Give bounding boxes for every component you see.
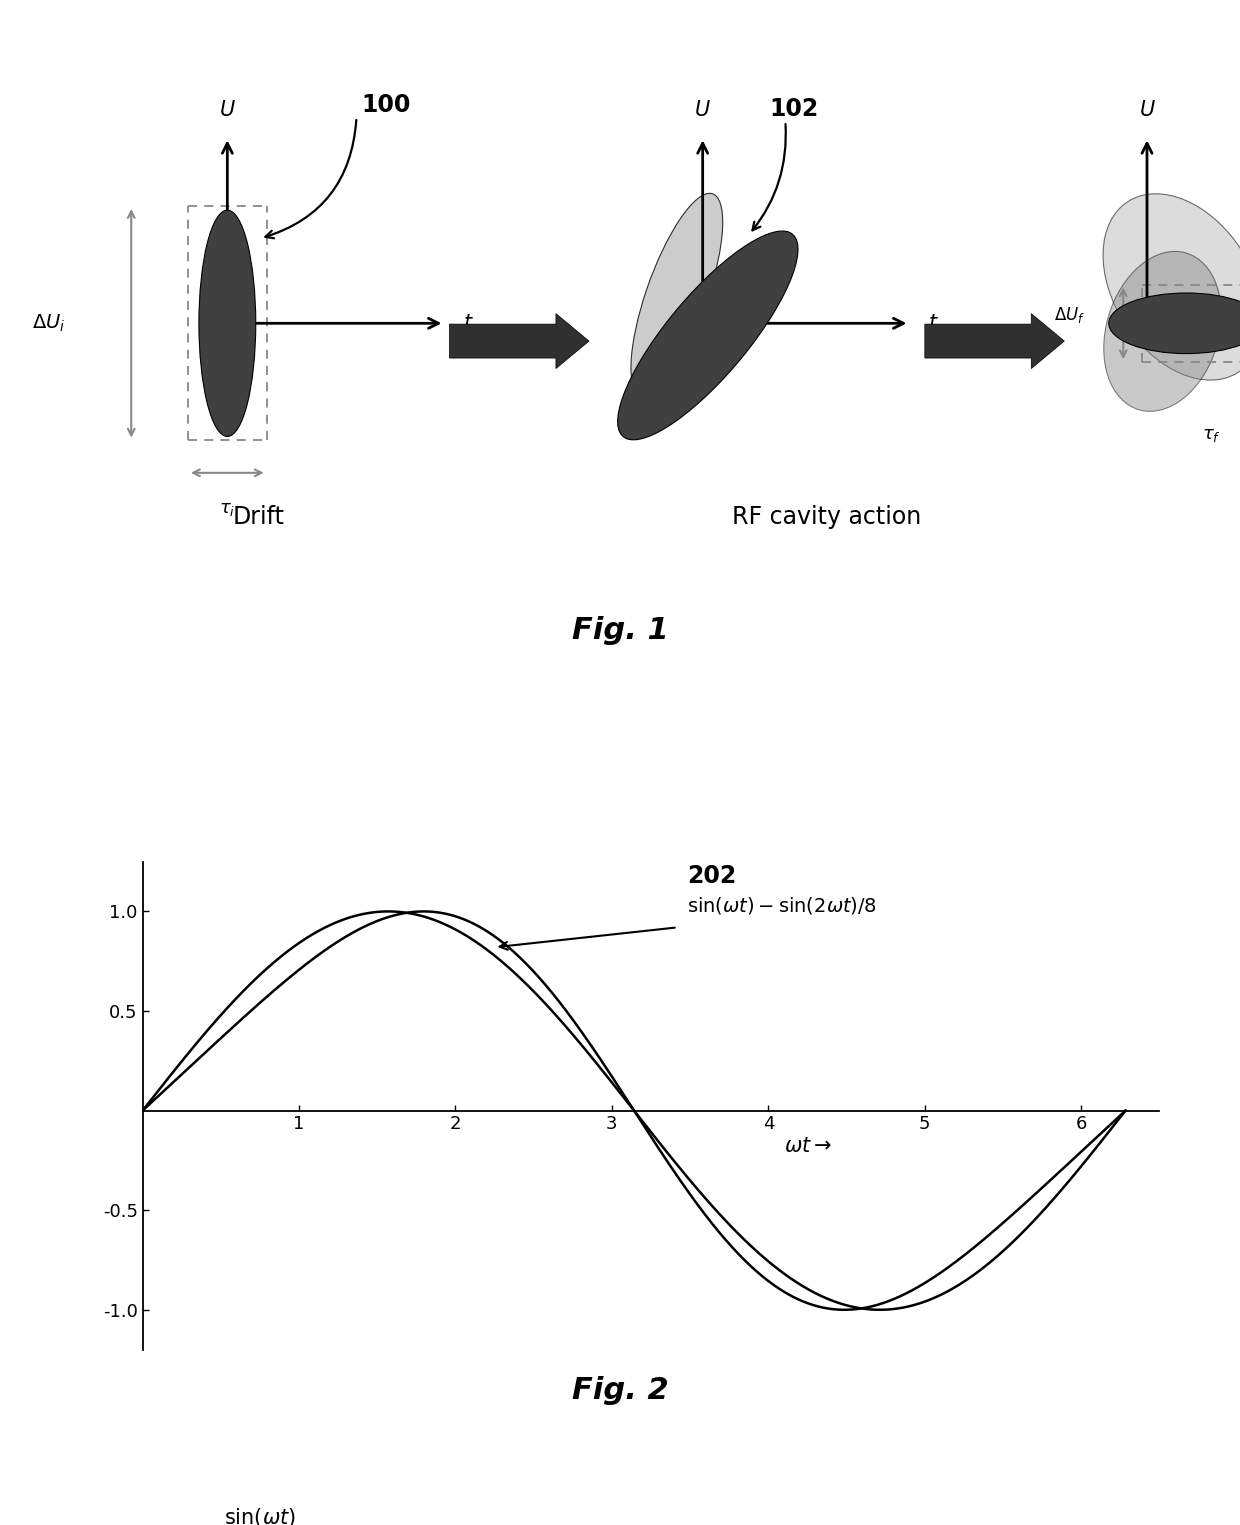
- Text: 102: 102: [770, 98, 820, 120]
- Text: 100: 100: [362, 93, 410, 117]
- FancyArrow shape: [449, 314, 589, 369]
- Text: $U$: $U$: [1138, 99, 1156, 119]
- Text: $t$: $t$: [928, 313, 939, 334]
- FancyArrow shape: [925, 314, 1064, 369]
- Ellipse shape: [1104, 252, 1221, 412]
- Text: Drift: Drift: [232, 505, 284, 529]
- Ellipse shape: [631, 194, 723, 396]
- Text: $\tau_i$: $\tau_i$: [219, 500, 236, 519]
- Text: Fig. 1: Fig. 1: [572, 616, 668, 645]
- Text: $\tau_f$: $\tau_f$: [1202, 425, 1221, 444]
- Text: Fig. 2: Fig. 2: [572, 1376, 668, 1405]
- Text: $\sin(\omega t)-\sin(2\omega t)/8$: $\sin(\omega t)-\sin(2\omega t)/8$: [687, 895, 877, 917]
- Text: $t$: $t$: [463, 313, 474, 334]
- Ellipse shape: [1104, 194, 1240, 380]
- Ellipse shape: [198, 210, 255, 436]
- Text: 202: 202: [687, 863, 737, 888]
- Ellipse shape: [1109, 293, 1240, 354]
- Text: RF cavity action: RF cavity action: [732, 505, 921, 529]
- Ellipse shape: [618, 230, 799, 439]
- Text: $\sin(\omega t)$: $\sin(\omega t)$: [224, 1505, 296, 1525]
- Text: $\Delta U_i$: $\Delta U_i$: [32, 313, 66, 334]
- Text: $\Delta U_f$: $\Delta U_f$: [1054, 305, 1085, 325]
- Text: $U$: $U$: [694, 99, 711, 119]
- Text: $U$: $U$: [219, 99, 236, 119]
- Text: $\omega t\rightarrow$: $\omega t\rightarrow$: [784, 1136, 832, 1156]
